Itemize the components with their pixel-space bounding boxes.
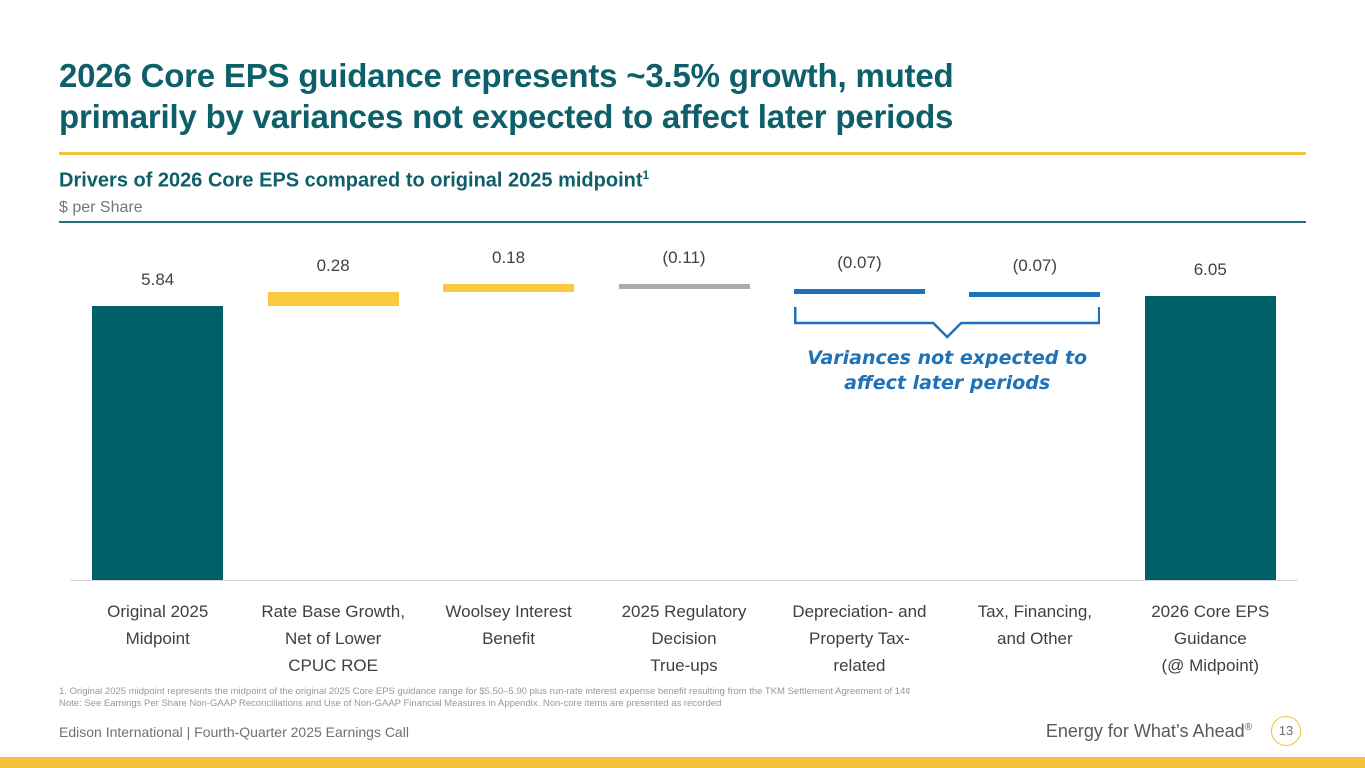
waterfall-bar-7 — [1144, 295, 1276, 580]
bar-value-label-4: (0.11) — [662, 247, 706, 267]
footnote-note: Note: See Earnings Per Share Non-GAAP Re… — [59, 697, 722, 709]
chart-heading: Drivers of 2026 Core EPS compared to ori… — [59, 168, 649, 193]
bar-value-label-5: (0.07) — [837, 253, 882, 273]
bottom-accent-bar — [0, 757, 1365, 768]
footnote-1: 1. Original 2025 midpoint represents the… — [59, 686, 911, 697]
waterfall-bar-2 — [267, 292, 399, 306]
waterfall-bar-5 — [793, 289, 925, 295]
page-title-line-2: primarily by variances not expected to a… — [59, 98, 954, 135]
waterfall-bar-3 — [443, 283, 575, 293]
registered-mark: ® — [1244, 722, 1252, 733]
bar-value-label-3: 0.18 — [492, 247, 526, 267]
category-label-6: Tax, Financing, and Other — [977, 602, 1093, 648]
waterfall-bar-1 — [92, 305, 224, 580]
waterfall-bar-4 — [618, 283, 750, 290]
category-label-1: Original 2025 Midpoint — [107, 602, 209, 648]
brand-tagline: Energy for What’s Ahead® — [1046, 721, 1252, 742]
category-label-7: 2026 Core EPS Guidance (@ Midpoint) — [1151, 602, 1270, 675]
bar-value-label-6: (0.07) — [1012, 256, 1058, 276]
waterfall-chart: 5.84 Original 2025 Midpoint 0.28 Rate Base … — [70, 230, 1298, 710]
category-label-2: Rate Base Growth, Net of Lower CPUC ROE — [261, 602, 405, 675]
chart-heading-text: Drivers of 2026 Core EPS compared to ori… — [59, 169, 643, 192]
waterfall-bar-6 — [969, 292, 1101, 298]
variance-annotation: Variances not expected to affect later p… — [807, 347, 1088, 395]
category-label-4: 2025 Regulatory Decision True-ups — [621, 602, 747, 675]
page-number-badge: 13 — [1271, 716, 1301, 746]
category-label-5: Depreciation- and Property Tax- related — [792, 602, 927, 675]
chart-heading-footnote-ref: 1 — [642, 168, 650, 182]
brand-tagline-text: Energy for What’s Ahead — [1045, 721, 1245, 741]
heading-divider — [59, 221, 1306, 223]
category-label-3: Woolsey Interest Benefit — [445, 602, 572, 648]
title-divider — [59, 152, 1306, 155]
x-axis-line — [70, 580, 1298, 581]
bar-value-label-7: 6.05 — [1193, 259, 1227, 279]
bar-value-label-1: 5.84 — [141, 269, 175, 289]
page-title-line-1: 2026 Core EPS guidance represents ~3.5% … — [59, 57, 954, 94]
variance-bracket — [793, 307, 1101, 340]
bar-value-label-2: 0.28 — [316, 256, 350, 276]
page-title: 2026 Core EPS guidance represents ~3.5% … — [59, 55, 1279, 137]
footer-left-text: Edison International | Fourth-Quarter 20… — [59, 724, 409, 740]
chart-units-label: $ per Share — [59, 199, 143, 216]
footnotes: 1. Original 2025 midpoint represents the… — [59, 686, 911, 709]
